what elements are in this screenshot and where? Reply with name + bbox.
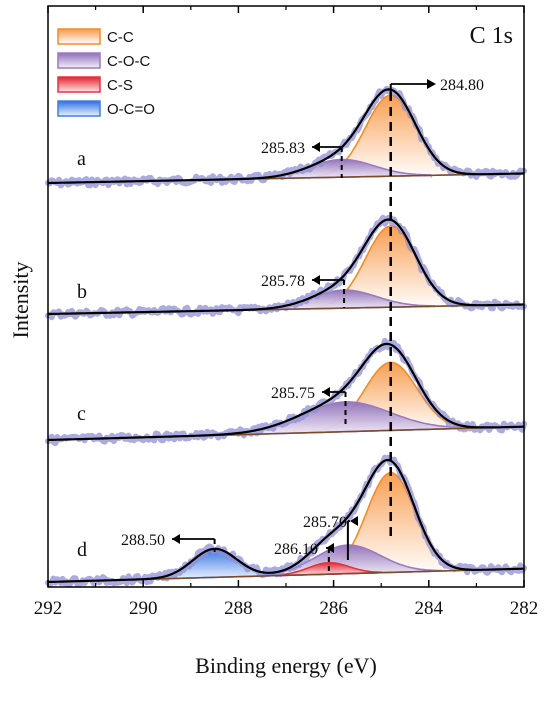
panel-label-b: b <box>77 281 87 303</box>
peak-285-83-label: 285.83 <box>261 140 305 157</box>
x-tick-label-292: 292 <box>34 598 63 619</box>
legend-label-o-co: O-C=O <box>107 101 155 118</box>
legend-swatch-c-s <box>57 76 101 93</box>
panel-label-d: d <box>77 539 87 561</box>
peak-285-75-label: 285.75 <box>271 385 315 402</box>
peak-285-78-label: 285.78 <box>261 273 305 290</box>
panel-d <box>45 454 527 588</box>
peak-288-50-arrow-head <box>172 534 180 544</box>
x-tick-label-290: 290 <box>129 598 158 619</box>
legend-swatch-c-c <box>57 28 101 45</box>
peak-285-70-label: 285.70 <box>303 514 347 531</box>
peak-285-83-arrow-head <box>312 142 320 152</box>
raw-data-panel-d <box>45 454 527 588</box>
peak-285-78-arrow-head <box>312 275 320 285</box>
ref-label-arrow-head <box>427 79 436 89</box>
x-tick-label-282: 282 <box>510 598 539 619</box>
peak-286-10-arrow-head <box>326 543 334 553</box>
envelope-fit-panel-b <box>48 218 524 316</box>
envelope-fit-panel-a <box>48 88 524 185</box>
legend-label-c-o-c: C-O-C <box>107 53 150 70</box>
x-tick-label-284: 284 <box>415 598 444 619</box>
x-axis-label: Binding energy (eV) <box>195 653 377 678</box>
legend-swatch-o-co <box>57 100 101 117</box>
legend-swatch-c-o-c <box>57 52 101 69</box>
peak-285-70-arrow-head <box>350 516 358 526</box>
legend-label-c-c: C-C <box>107 29 134 46</box>
panel-b <box>45 214 527 321</box>
panel-label-c: c <box>77 403 86 425</box>
x-tick-label-288: 288 <box>224 598 253 619</box>
y-axis-label: Intensity <box>8 262 33 339</box>
x-tick-label-286: 286 <box>319 598 348 619</box>
envelope-fit-panel-c <box>47 342 524 442</box>
chart-title: C 1s <box>470 23 513 49</box>
legend-label-c-s: C-S <box>107 77 133 94</box>
peak-286-10-label: 286.10 <box>274 541 318 558</box>
panel-label-a: a <box>77 148 86 170</box>
ref-peak-label: 284.80 <box>440 77 484 94</box>
envelope-fit-panel-d <box>47 458 524 584</box>
peak-288-50-label: 288.50 <box>121 532 165 549</box>
peak-285-75-arrow-head <box>322 387 330 397</box>
